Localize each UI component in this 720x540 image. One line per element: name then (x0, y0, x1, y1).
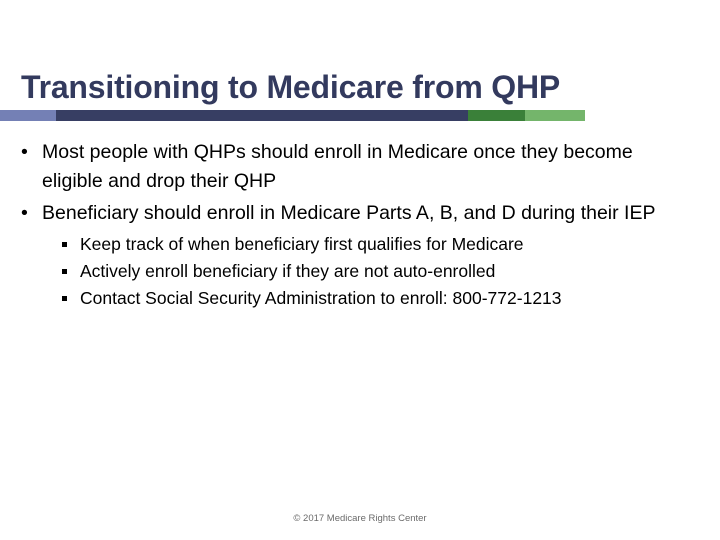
list-item: • Most people with QHPs should enroll in… (0, 138, 720, 196)
bullet-marker-icon: • (21, 141, 28, 163)
divider-segment-light-green (525, 110, 585, 121)
list-item-text: Keep track of when beneficiary first qua… (80, 234, 524, 254)
list-item: Keep track of when beneficiary first qua… (0, 231, 720, 258)
divider-segment-navy (56, 110, 468, 121)
page-title: Transitioning to Medicare from QHP (21, 69, 561, 106)
square-bullet-marker-icon (62, 269, 67, 274)
divider-segment-periwinkle (0, 110, 56, 121)
body-content: • Most people with QHPs should enroll in… (0, 138, 720, 312)
bullet-marker-icon: • (21, 202, 28, 224)
divider-segment-dark-green (468, 110, 525, 121)
footer-copyright: © 2017 Medicare Rights Center (293, 513, 427, 524)
list-item: • Beneficiary should enroll in Medicare … (0, 199, 720, 228)
list-item-text: Actively enroll beneficiary if they are … (80, 261, 496, 281)
square-bullet-marker-icon (62, 242, 67, 247)
list-item: Contact Social Security Administration t… (0, 285, 720, 312)
title-divider-bar (0, 110, 720, 121)
list-item-text: Most people with QHPs should enroll in M… (42, 141, 633, 192)
list-item-text: Contact Social Security Administration t… (80, 288, 562, 308)
sub-list: Keep track of when beneficiary first qua… (0, 231, 720, 312)
square-bullet-marker-icon (62, 296, 67, 301)
list-item-text: Beneficiary should enroll in Medicare Pa… (42, 202, 656, 224)
list-item: Actively enroll beneficiary if they are … (0, 258, 720, 285)
divider-segment-blank (585, 110, 720, 121)
